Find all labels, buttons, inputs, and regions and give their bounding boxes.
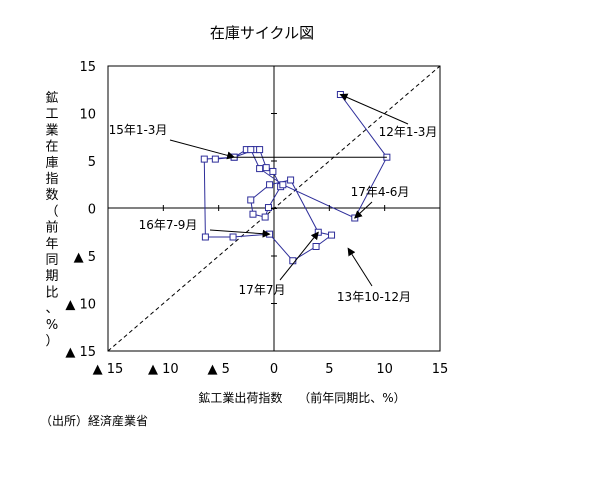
data-point	[211, 155, 219, 163]
y-label-char: 期	[45, 269, 58, 284]
y-label-char: 前	[45, 220, 58, 236]
annotation-arrow	[354, 201, 373, 219]
x-tick-label: 10	[376, 362, 393, 377]
data-point	[262, 164, 270, 172]
data-point	[328, 231, 336, 239]
x-axis-label: 鉱工業出荷指数 （前年同期比、%）	[198, 390, 405, 405]
y-tick-label: 0	[88, 203, 96, 218]
chart-title: 在庫サイクル図	[210, 24, 314, 42]
y-label-char: 工	[45, 107, 58, 122]
y-label-char: 年	[45, 237, 58, 252]
annotation-arrow	[279, 231, 319, 281]
data-point	[261, 213, 269, 221]
data-point	[247, 196, 255, 204]
annotation-arrow	[339, 93, 409, 125]
y-label-char: 同	[45, 253, 58, 268]
annotation-arrow	[169, 139, 236, 160]
y-label-char: ）	[45, 334, 58, 349]
y-tick-label: 5	[88, 155, 96, 170]
tick-layer: ▲ 15 ▲ 10 ▲ 5 0 5 10 15 15 10 5 0 ▲ 5 ▲ 10 ▲ 15	[65, 60, 448, 377]
y-tick-label: 10	[79, 108, 96, 123]
data-point	[247, 146, 255, 154]
annotation-label: 12年1-3月	[379, 125, 438, 139]
annotation-label: 17年4-6月	[351, 185, 410, 199]
y-label-char: 指	[45, 172, 58, 187]
data-point	[249, 210, 257, 218]
annotation-label: 13年10-12月	[337, 290, 411, 304]
annotation-label: 15年1-3月	[109, 123, 168, 137]
data-point	[229, 233, 237, 241]
x-tick-label: ▲ 10	[148, 362, 179, 377]
x-tick-label: ▲ 15	[93, 362, 124, 377]
x-tick-label: 5	[325, 362, 333, 377]
annotation-label: 16年7-9月	[139, 218, 198, 232]
data-point	[269, 167, 277, 175]
data-point	[312, 243, 320, 250]
data-point	[200, 155, 208, 163]
y-label-char: 庫	[45, 156, 58, 171]
y-label-char: 在	[45, 140, 58, 155]
y-label-char: 比	[45, 285, 58, 300]
y-tick-label: 15	[79, 60, 96, 75]
annotation-arrow	[347, 247, 373, 287]
annotation-label: 17年7月	[239, 283, 286, 297]
data-point	[201, 233, 209, 241]
y-label-char: 鉱	[45, 90, 58, 106]
x-tick-label: 0	[270, 362, 278, 377]
y-label-char: 数	[45, 188, 58, 203]
y-label-char: %	[46, 318, 58, 333]
data-point	[266, 181, 274, 189]
x-tick-label: ▲ 5	[207, 362, 229, 377]
data-point	[264, 204, 272, 212]
y-label-char: 業	[45, 122, 58, 138]
data-point	[279, 181, 287, 189]
y-tick-label: ▲ 10	[65, 298, 96, 313]
y-tick-label: ▲ 5	[74, 250, 96, 265]
y-tick-label: ▲ 15	[65, 345, 96, 360]
x-tick-label: 15	[432, 362, 449, 377]
y-label-char: 、	[45, 302, 58, 317]
data-point	[256, 146, 264, 154]
annotation-layer: 12年1-3月 15年1-3月 17年4-6月 16年7-9月 17年7月 13年10-1…	[109, 93, 438, 304]
annotation-arrow	[209, 229, 271, 238]
y-label-char: （	[45, 204, 58, 219]
data-point	[256, 165, 264, 173]
source-note: （出所）経済産業省	[40, 413, 148, 428]
data-point	[287, 176, 295, 184]
series-layer	[200, 91, 391, 265]
